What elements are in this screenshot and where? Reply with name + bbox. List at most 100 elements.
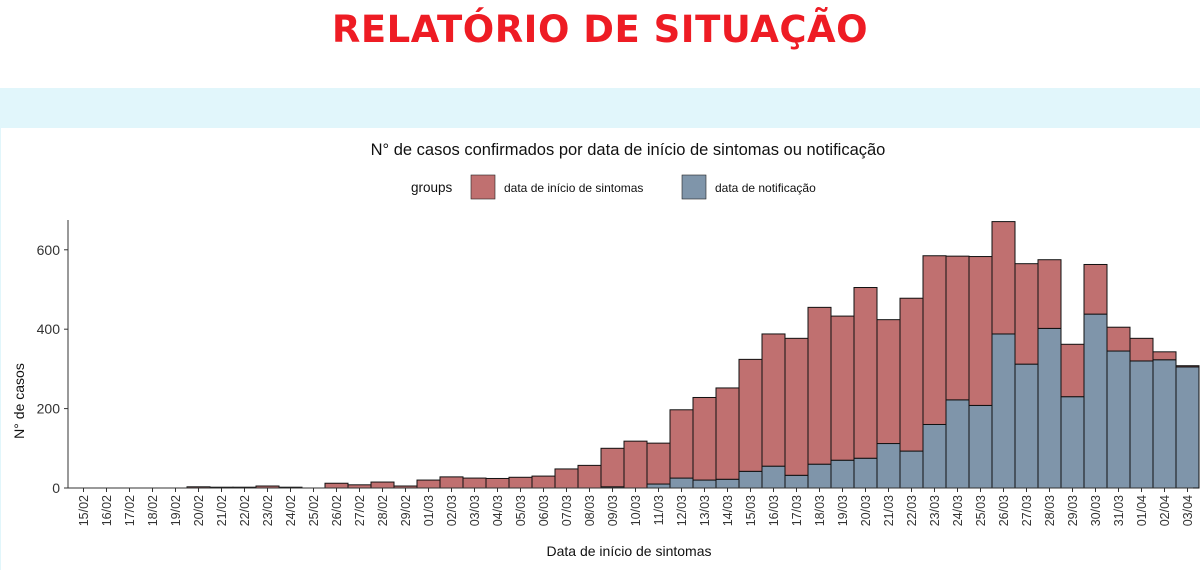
x-axis-label: Data de início de sintomas — [547, 543, 712, 559]
bar-sintomas — [738, 358, 763, 472]
legend-label-sintomas: data de início de sintomas — [504, 181, 643, 195]
x-tick-label: 19/02 — [169, 495, 183, 526]
bar-sintomas — [1083, 263, 1108, 315]
x-tick-label: 26/03 — [997, 495, 1011, 526]
legend: groups data de início de sintomas data d… — [411, 174, 816, 200]
bar-sintomas — [899, 297, 924, 452]
bar-sintomas — [370, 481, 395, 489]
bar-sintomas — [439, 476, 464, 489]
x-tick-label: 15/02 — [77, 495, 91, 526]
bar-sintomas — [1152, 351, 1177, 361]
x-tick-label: 20/03 — [859, 495, 873, 526]
x-tick-label: 23/03 — [928, 495, 942, 526]
bar-sintomas — [1129, 337, 1154, 362]
bar-sintomas — [1037, 259, 1062, 329]
x-tick-label: 07/03 — [560, 495, 574, 526]
x-tick-label: 29/03 — [1066, 495, 1080, 526]
x-tick-label: 24/03 — [951, 495, 965, 526]
x-tick-label: 03/03 — [468, 495, 482, 526]
bar-notificacao — [807, 463, 832, 489]
x-tick-label: 01/03 — [422, 495, 436, 526]
bar-notificacao — [1060, 396, 1085, 489]
y-tick-label: 400 — [37, 321, 61, 337]
bar-notificacao — [669, 477, 694, 489]
bar-notificacao — [1106, 350, 1131, 489]
x-tick-label: 18/03 — [813, 495, 827, 526]
chart-panel: N° de casos confirmados por data de iníc… — [0, 128, 1200, 570]
x-tick-label: 02/04 — [1158, 495, 1172, 526]
bar-sintomas — [807, 306, 832, 465]
x-tick-label: 20/02 — [192, 495, 206, 526]
x-tick-label: 22/02 — [238, 495, 252, 526]
bar-sintomas — [1060, 343, 1085, 398]
x-tick-label: 14/03 — [721, 495, 735, 526]
bar-sintomas — [669, 409, 694, 479]
x-tick-label: 06/03 — [537, 495, 551, 526]
bar-sintomas — [600, 447, 625, 488]
y-tick-label: 600 — [37, 242, 61, 258]
bar-notificacao — [1083, 313, 1108, 489]
page-title: RELATÓRIO DE SITUAÇÃO — [331, 8, 869, 51]
x-tick-label: 28/02 — [376, 495, 390, 526]
bar-sintomas — [462, 477, 487, 489]
bar-sintomas — [416, 479, 441, 489]
x-tick-label: 17/02 — [123, 495, 137, 526]
bar-notificacao — [738, 470, 763, 489]
x-tick-label: 18/02 — [146, 495, 160, 526]
bar-notificacao — [1175, 366, 1200, 489]
x-tick-label: 25/02 — [307, 495, 321, 526]
bar-notificacao — [784, 474, 809, 489]
x-tick-label: 27/02 — [353, 495, 367, 526]
x-tick-label: 11/03 — [652, 495, 666, 525]
y-tick-label: 200 — [37, 401, 61, 417]
bar-sintomas — [646, 442, 671, 485]
x-tick-label: 02/03 — [445, 495, 459, 526]
x-tick-label: 15/03 — [744, 495, 758, 526]
bar-sintomas — [485, 477, 510, 489]
bar-sintomas — [531, 475, 556, 489]
bar-notificacao — [692, 479, 717, 489]
x-tick-label: 26/02 — [330, 495, 344, 526]
bar-sintomas — [1014, 263, 1039, 365]
legend-label-notificacao: data de notificação — [715, 181, 816, 195]
bar-sintomas — [508, 476, 533, 489]
bar-notificacao — [1014, 363, 1039, 489]
bar-notificacao — [876, 443, 901, 489]
bar-notificacao — [830, 459, 855, 489]
bar-sintomas — [876, 319, 901, 445]
x-tick-label: 08/03 — [583, 495, 597, 526]
bar-sintomas — [991, 221, 1016, 335]
bar-notificacao — [1129, 360, 1154, 489]
legend-swatch-notificacao — [681, 174, 707, 200]
x-tick-label: 01/04 — [1135, 495, 1149, 526]
bar-sintomas — [1175, 365, 1200, 368]
bar-sintomas — [922, 255, 947, 425]
bar-notificacao — [945, 399, 970, 489]
x-tick-label: 21/02 — [215, 495, 229, 526]
x-tick-label: 28/03 — [1043, 495, 1057, 526]
x-tick-label: 22/03 — [905, 495, 919, 526]
bar-sintomas — [324, 482, 349, 489]
stacked-bar-chart: N° de casos confirmados por data de iníc… — [11, 141, 1200, 559]
bar-sintomas — [968, 256, 993, 406]
bar-sintomas — [853, 287, 878, 459]
x-tick-label: 12/03 — [675, 495, 689, 526]
x-tick-label: 21/03 — [882, 495, 896, 526]
bar-sintomas — [623, 440, 648, 489]
bar-sintomas — [554, 468, 579, 489]
bar-notificacao — [853, 457, 878, 489]
x-tick-label: 31/03 — [1112, 495, 1126, 526]
bar-sintomas — [761, 333, 786, 467]
x-tick-label: 25/03 — [974, 495, 988, 526]
bar-notificacao — [922, 423, 947, 489]
bar-notificacao — [968, 404, 993, 489]
x-tick-label: 10/03 — [629, 495, 643, 526]
x-tick-label: 03/04 — [1181, 495, 1195, 526]
x-tick-label: 09/03 — [606, 495, 620, 526]
x-tick-label: 16/03 — [767, 495, 781, 526]
bar-notificacao — [991, 333, 1016, 489]
bar-notificacao — [1152, 359, 1177, 489]
x-tick-label: 29/02 — [399, 495, 413, 526]
bar-sintomas — [1106, 326, 1131, 352]
legend-swatch-sintomas — [470, 174, 496, 200]
